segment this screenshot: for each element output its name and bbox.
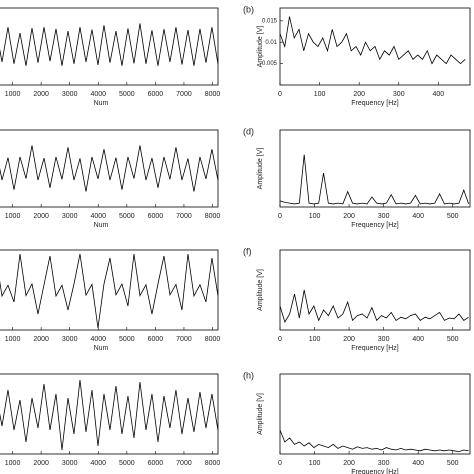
- x-tick-label: 0: [278, 460, 282, 467]
- signal-line: [0, 379, 219, 451]
- x-tick-label: 4000: [90, 91, 106, 98]
- x-tick-label: 7000: [176, 91, 192, 98]
- x-tick-label: 200: [343, 213, 355, 220]
- y-axis-label: Amplitude [V]: [257, 26, 264, 68]
- panel-label: (d): [243, 126, 254, 136]
- plot-frame: [279, 373, 471, 455]
- x-tick-label: 7000: [176, 213, 192, 220]
- x-tick-label: 1000: [5, 91, 21, 98]
- x-tick-label: 100: [309, 213, 321, 220]
- x-tick-label: 2000: [33, 460, 49, 467]
- x-tick-label: 5000: [119, 460, 135, 467]
- x-axis-label: Frequency [Hz]: [351, 469, 399, 474]
- y-tick-label: 0.015: [262, 18, 278, 24]
- x-tick-label: 400: [412, 460, 424, 467]
- signal-line: [279, 289, 469, 323]
- x-tick-label: 1000: [5, 460, 21, 467]
- x-tick-label: 6000: [148, 91, 164, 98]
- x-tick-label: 300: [378, 336, 390, 343]
- x-tick-label: 100: [309, 336, 321, 343]
- x-tick-label: 500: [447, 336, 459, 343]
- x-tick-label: 3000: [62, 213, 78, 220]
- y-axis-label: Amplitude [V]: [257, 269, 264, 311]
- y-axis-label: Amplitude [V]: [257, 148, 264, 190]
- y-axis-label: Amplitude [V]: [257, 393, 264, 435]
- x-tick-label: 5000: [119, 91, 135, 98]
- x-tick-label: 200: [343, 460, 355, 467]
- x-axis-label: Frequency [Hz]: [351, 100, 399, 107]
- x-axis-label: Num: [94, 222, 109, 229]
- y-tick-label: 0.005: [262, 61, 278, 67]
- x-tick-label: 200: [343, 336, 355, 343]
- x-tick-label: 8000: [205, 213, 221, 220]
- plot-frame: [279, 249, 471, 331]
- signal-line: [279, 429, 469, 453]
- x-tick-label: 300: [378, 213, 390, 220]
- signal-line: [0, 253, 219, 329]
- x-tick-label: 8000: [205, 460, 221, 467]
- x-axis-label: Num: [94, 100, 109, 107]
- x-tick-label: 100: [314, 91, 326, 98]
- x-tick-label: 5000: [119, 213, 135, 220]
- x-tick-label: 400: [432, 91, 444, 98]
- signal-line: [0, 23, 219, 66]
- plot-frame: [0, 373, 219, 455]
- x-tick-label: 7000: [176, 460, 192, 467]
- signal-line: [279, 16, 466, 65]
- x-tick-label: 2000: [33, 213, 49, 220]
- x-tick-label: 2000: [33, 91, 49, 98]
- x-tick-label: 400: [412, 213, 424, 220]
- x-tick-label: 3000: [62, 91, 78, 98]
- x-tick-label: 300: [378, 460, 390, 467]
- signal-line: [279, 154, 469, 205]
- y-tick-label: 0.01: [265, 40, 277, 46]
- x-tick-label: 200: [353, 91, 365, 98]
- x-tick-label: 4000: [90, 336, 106, 343]
- x-tick-label: 6000: [148, 336, 164, 343]
- x-tick-label: 0: [278, 213, 282, 220]
- x-tick-label: 1000: [5, 213, 21, 220]
- panel-label: (h): [243, 370, 254, 380]
- x-tick-label: 8000: [205, 336, 221, 343]
- x-tick-label: 4000: [90, 213, 106, 220]
- x-tick-label: 7000: [176, 336, 192, 343]
- x-tick-label: 6000: [148, 460, 164, 467]
- panel-label: (b): [243, 4, 254, 14]
- x-tick-label: 1000: [5, 336, 21, 343]
- x-axis-label: Frequency [Hz]: [351, 345, 399, 352]
- x-tick-label: 3000: [62, 336, 78, 343]
- x-tick-label: 3000: [62, 460, 78, 467]
- x-tick-label: 2000: [33, 336, 49, 343]
- x-tick-label: 500: [447, 460, 459, 467]
- x-tick-label: 500: [447, 213, 459, 220]
- x-tick-label: 400: [412, 336, 424, 343]
- x-axis-label: Frequency [Hz]: [351, 222, 399, 229]
- x-tick-label: 5000: [119, 336, 135, 343]
- x-tick-label: 100: [309, 460, 321, 467]
- panel-label: (f): [243, 246, 252, 256]
- x-tick-label: 300: [393, 91, 405, 98]
- x-tick-label: 8000: [205, 91, 221, 98]
- signal-line: [0, 145, 219, 192]
- x-tick-label: 4000: [90, 460, 106, 467]
- x-axis-label: Num: [94, 345, 109, 352]
- x-tick-label: 6000: [148, 213, 164, 220]
- x-tick-label: 0: [278, 336, 282, 343]
- x-tick-label: 0: [278, 91, 282, 98]
- plot-frame: [279, 129, 471, 208]
- plot-frame: [0, 7, 219, 86]
